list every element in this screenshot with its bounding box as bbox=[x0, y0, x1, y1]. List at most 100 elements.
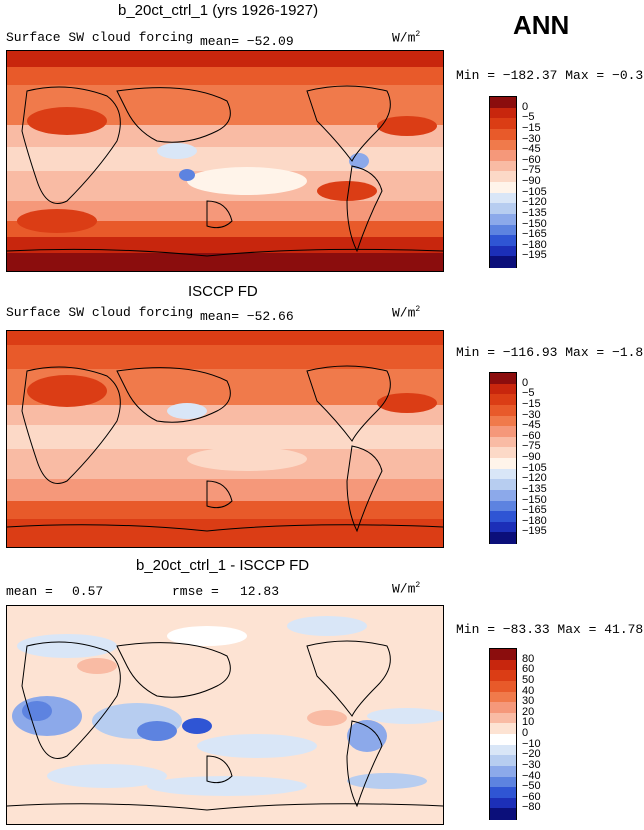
colorbar-cell bbox=[490, 394, 516, 406]
colorbar-cell bbox=[490, 691, 516, 703]
colorbar-label: −5 bbox=[522, 111, 535, 124]
colorbar-label: 20 bbox=[522, 705, 535, 718]
colorbar-label: 80 bbox=[522, 652, 535, 665]
colorbar-label: 0 bbox=[522, 376, 529, 389]
colorbar-label: −120 bbox=[522, 472, 547, 485]
colorbar-label: −135 bbox=[522, 482, 547, 495]
colorbar-label: 50 bbox=[522, 673, 535, 686]
panel3-rmse-label: rmse = bbox=[172, 584, 219, 599]
colorbar-label: −60 bbox=[522, 429, 541, 442]
colorbar-cell bbox=[490, 118, 516, 130]
colorbar-label: −90 bbox=[522, 175, 541, 187]
colorbar-label: −105 bbox=[522, 185, 547, 198]
panel1-mean: mean= −52.09 bbox=[200, 34, 294, 49]
colorbar-label: −75 bbox=[522, 440, 541, 453]
colorbar-label: 0 bbox=[522, 100, 529, 113]
colorbar-label: 10 bbox=[522, 716, 535, 729]
colorbar-cell bbox=[490, 712, 516, 724]
colorbar-cell bbox=[490, 511, 516, 523]
season-label: ANN bbox=[513, 10, 570, 40]
colorbar-label: −180 bbox=[522, 514, 547, 527]
colorbar-label: −30 bbox=[522, 758, 541, 771]
colorbar-cell bbox=[490, 383, 516, 395]
colorbar-label: −195 bbox=[522, 525, 547, 538]
colorbar-label: −15 bbox=[522, 121, 541, 134]
colorbar-label: −150 bbox=[522, 493, 547, 506]
colorbar-label: −50 bbox=[522, 780, 541, 793]
panel2-units: W/m2 bbox=[392, 305, 421, 321]
colorbar-cell bbox=[490, 680, 516, 692]
panel3-title: b_20ct_ctrl_1 - ISCCP FD bbox=[136, 557, 310, 574]
colorbar-label: −5 bbox=[522, 387, 535, 400]
colorbar-label: −30 bbox=[522, 132, 541, 145]
colorbar-label: −195 bbox=[522, 249, 547, 262]
colorbar-cell bbox=[490, 479, 516, 491]
panel3-colorbar: 80 60 50 40 30 20 10 0 −10 −20 −30 −40 −50 −60 −80 bbox=[489, 648, 541, 820]
colorbar-cell bbox=[490, 224, 516, 236]
colorbar-cell bbox=[490, 521, 516, 533]
colorbar-label: −135 bbox=[522, 206, 547, 219]
colorbar-cell bbox=[490, 192, 516, 204]
panel1-minmax: Min = −182.37 Max = −0.39 bbox=[456, 68, 644, 83]
panel2-minmax: Min = −116.93 Max = −1.81 bbox=[456, 345, 644, 360]
colorbar-label: −150 bbox=[522, 217, 547, 230]
colorbar-label: −90 bbox=[522, 451, 541, 463]
panel2-mean: mean= −52.66 bbox=[200, 309, 294, 324]
colorbar-cell bbox=[490, 765, 516, 777]
colorbar-cell bbox=[490, 723, 516, 735]
colorbar-cell bbox=[490, 245, 516, 257]
colorbar-cell bbox=[490, 755, 516, 767]
colorbar-label: −120 bbox=[522, 196, 547, 209]
colorbar-cell bbox=[490, 415, 516, 427]
colorbar-cell bbox=[490, 649, 516, 661]
colorbar-cell bbox=[490, 373, 516, 385]
colorbar-cell bbox=[490, 171, 516, 183]
colorbar-cell bbox=[490, 107, 516, 119]
colorbar-cell bbox=[490, 744, 516, 756]
colorbar-cell bbox=[490, 150, 516, 162]
colorbar-cell bbox=[490, 160, 516, 172]
colorbar-label: −165 bbox=[522, 228, 547, 241]
colorbar-cell bbox=[490, 447, 516, 459]
panel1-colorbar: 0 −5 −15 −30 −45 −60 −75 −90 −105 −120 −135 −150 −16… bbox=[489, 96, 547, 268]
colorbar-cell bbox=[490, 468, 516, 480]
panel3-mean-label: mean = bbox=[6, 584, 53, 599]
panel2-title: ISCCP FD bbox=[188, 283, 258, 300]
colorbar-cell bbox=[490, 489, 516, 501]
colorbar-cell bbox=[490, 776, 516, 788]
colorbar-cell bbox=[490, 182, 516, 194]
colorbar-label: 60 bbox=[522, 663, 535, 676]
colorbar-cell bbox=[490, 404, 516, 416]
colorbar-cell bbox=[490, 128, 516, 140]
colorbar-cell bbox=[490, 139, 516, 151]
colorbar-cell bbox=[490, 235, 516, 247]
colorbar-label: 0 bbox=[522, 727, 529, 739]
panel1-title: b_20ct_ctrl_1 (yrs 1926-1927) bbox=[118, 2, 319, 19]
panel2-map bbox=[6, 330, 444, 548]
colorbar-cell bbox=[490, 797, 516, 809]
colorbar-label: −105 bbox=[522, 461, 547, 474]
colorbar-cell bbox=[490, 659, 516, 671]
colorbar-cell bbox=[490, 787, 516, 799]
colorbar-label: 30 bbox=[522, 695, 535, 708]
colorbar-label: 40 bbox=[522, 684, 535, 697]
colorbar-cell bbox=[490, 213, 516, 225]
panel3-mean-value: 0.57 bbox=[72, 584, 104, 599]
colorbar-label: −45 bbox=[522, 419, 541, 432]
panel1-units: W/m2 bbox=[392, 30, 421, 46]
colorbar-cell bbox=[490, 670, 516, 682]
colorbar-label: −60 bbox=[522, 790, 541, 803]
colorbar-cell bbox=[490, 702, 516, 714]
panel2-colorbar: 0 −5 −15 −30 −45 −60 −75 −90 −105 −120 −135 −150 −16… bbox=[489, 372, 547, 544]
colorbar-label: −15 bbox=[522, 397, 541, 410]
panel3-units: W/m2 bbox=[392, 581, 421, 597]
colorbar-label: −20 bbox=[522, 748, 541, 761]
colorbar-label: −75 bbox=[522, 164, 541, 177]
colorbar-label: −40 bbox=[522, 769, 541, 782]
colorbar-label: −80 bbox=[522, 801, 541, 814]
colorbar-cell bbox=[490, 734, 516, 746]
colorbar-cell bbox=[490, 203, 516, 215]
colorbar-label: −10 bbox=[522, 737, 541, 750]
colorbar-cell bbox=[490, 500, 516, 512]
panel1-map bbox=[6, 50, 444, 272]
